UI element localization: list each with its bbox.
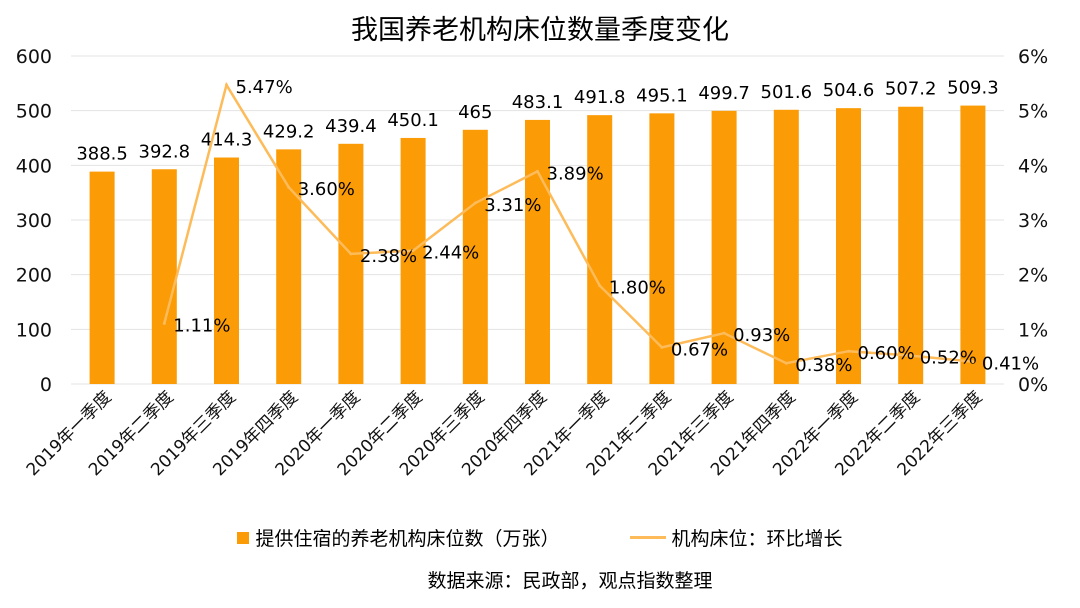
bar xyxy=(151,169,177,384)
line-data-label: 0.38% xyxy=(795,355,852,376)
line-point xyxy=(473,201,477,205)
y2-tick-label: 4% xyxy=(1018,155,1048,177)
y-tick-label: 300 xyxy=(16,210,52,232)
line-point xyxy=(287,185,291,189)
line-point xyxy=(598,284,602,288)
legend-item-bar: 提供住宿的养老机构床位数（万张） xyxy=(237,524,560,551)
bar xyxy=(898,106,924,385)
bar-data-label: 465 xyxy=(458,102,492,123)
chart: 0 100 200 300 400 500 600 0% 1% 2% 3% 4% 5% 6% 388.5 39… xyxy=(16,46,1048,480)
bar-data-label: 507.2 xyxy=(885,79,937,100)
line-data-label: 0.67% xyxy=(671,339,728,360)
y-tick-label: 600 xyxy=(16,46,52,68)
bar xyxy=(462,129,488,384)
bar-data-label: 439.4 xyxy=(325,116,377,137)
line-point xyxy=(225,83,228,87)
bar-data-label: 414.3 xyxy=(201,130,253,151)
line-data-label: 2.44% xyxy=(422,243,479,264)
legend-item-line: 机构床位：环比增长 xyxy=(629,524,843,551)
bar-data-label: 491.8 xyxy=(574,87,626,108)
bar-data-label: 392.8 xyxy=(139,141,191,162)
line-data-label: 1.11% xyxy=(173,315,230,336)
bar xyxy=(773,109,799,385)
line-point xyxy=(660,345,664,349)
line-data-label: 3.60% xyxy=(298,179,355,200)
line-point xyxy=(536,169,539,173)
line-point xyxy=(722,331,726,335)
line-data-label: 0.60% xyxy=(858,343,915,364)
bar-data-label: 429.2 xyxy=(263,121,315,142)
line-data-label: 0.93% xyxy=(733,325,790,346)
bar xyxy=(960,105,986,384)
bar-data-label: 388.5 xyxy=(76,144,128,165)
bar xyxy=(836,108,861,384)
y2-tick-label: 1% xyxy=(1018,319,1048,341)
bar-data-label: 483.1 xyxy=(512,92,564,113)
line-data-label: 2.38% xyxy=(360,246,417,267)
bar-data-label: 450.1 xyxy=(387,110,439,131)
bar-data-label: 495.1 xyxy=(636,85,688,106)
y2-tick-label: 0% xyxy=(1018,374,1048,396)
bar xyxy=(587,115,613,385)
y2-tick-label: 2% xyxy=(1018,265,1048,287)
y-tick-label: 200 xyxy=(16,265,52,287)
legend-swatch-line xyxy=(629,536,666,539)
legend-label-line: 机构床位：环比增长 xyxy=(671,528,843,550)
bar xyxy=(525,119,550,384)
line-point xyxy=(909,354,913,358)
line-data-label: 0.41% xyxy=(982,354,1039,375)
line-data-label: 5.47% xyxy=(236,77,293,98)
line-data-label: 0.52% xyxy=(920,348,977,369)
line-point xyxy=(349,252,353,256)
line-data-label: 3.89% xyxy=(547,163,604,184)
line-point xyxy=(971,360,975,364)
bar xyxy=(89,171,115,384)
y2-tick-label: 5% xyxy=(1018,101,1048,123)
bar-data-label: 504.6 xyxy=(823,80,875,101)
bar-data-label: 509.3 xyxy=(947,78,999,99)
bar xyxy=(214,157,239,384)
y2-tick-label: 3% xyxy=(1018,210,1048,232)
line-point xyxy=(162,321,166,325)
y-tick-label: 100 xyxy=(16,319,52,341)
chart-title: 我国养老机构床位数量季度变化 xyxy=(351,15,729,46)
line-data-label: 1.80% xyxy=(609,278,666,299)
y2-tick-label: 6% xyxy=(1018,46,1048,68)
legend-swatch-bar xyxy=(237,531,250,544)
line-point xyxy=(411,249,415,253)
source-note: 数据来源：民政部，观点指数整理 xyxy=(427,570,713,592)
y-tick-label: 500 xyxy=(16,101,52,123)
bar xyxy=(400,137,426,384)
bar xyxy=(338,143,364,384)
y-tick-label: 0 xyxy=(40,374,52,396)
legend-label-bar: 提供住宿的养老机构床位数（万张） xyxy=(255,528,560,550)
growth-line xyxy=(163,81,974,365)
bar-data-label: 501.6 xyxy=(761,82,813,103)
line-point xyxy=(784,361,788,365)
legend: 提供住宿的养老机构床位数（万张） 机构床位：环比增长 xyxy=(0,524,1080,551)
line-point xyxy=(847,349,850,353)
y-tick-label: 400 xyxy=(16,155,52,177)
line-data-label: 3.31% xyxy=(484,195,541,216)
bar-data-label: 499.7 xyxy=(698,83,750,104)
